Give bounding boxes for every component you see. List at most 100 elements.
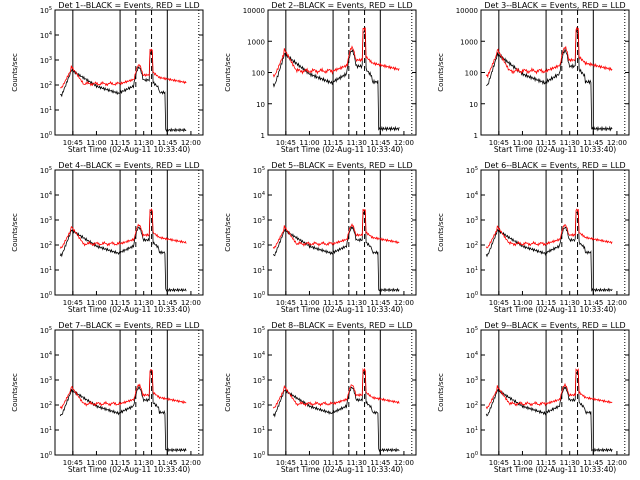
y-tick-label: 101 [40,266,52,275]
x-axis-label: Start Time (02-Aug-11 10:33:40) [494,465,616,474]
lld-series-line [60,48,187,89]
y-tick-label: 102 [40,241,52,250]
y-tick-label: 101 [466,426,478,435]
y-tick-label: 104 [466,191,478,200]
x-tick-label: 11:00 [86,299,106,307]
y-tick-label: 100 [40,451,52,460]
x-tick-label: 11:30 [134,459,154,467]
y-tick-label: 101 [40,106,52,115]
plot-frame [54,169,204,296]
y-tick-label: 104 [40,351,52,360]
y-axis-label: Counts/sec [224,373,232,412]
x-tick-label: 11:45 [157,139,177,147]
y-tick-label: 103 [40,216,52,225]
y-tick-label: 1000 [460,38,478,46]
y-axis-label: Counts/sec [437,213,445,252]
events-series-line [60,50,187,133]
y-tick-label: 102 [253,241,265,250]
x-tick-label: 11:45 [370,459,390,467]
y-tick-label: 105 [40,166,52,175]
events-series-line [272,210,400,293]
x-tick-label: 11:45 [157,459,177,467]
detector-panel-9: Det 9--BLACK = Events, RED = LLD Counts/s… [437,321,630,474]
lld-series-line [485,208,613,249]
x-tick-label: 11:45 [583,299,603,307]
x-tick-label: 11:45 [370,299,390,307]
lld-series-line [272,208,400,250]
events-series-line [59,370,187,453]
y-tick-label: 10000 [243,7,265,15]
y-tick-label: 103 [253,216,265,225]
events-series-line [485,28,613,132]
y-tick-label: 100 [252,70,265,78]
x-tick-label: 11:15 [536,299,556,307]
y-tick-label: 103 [466,216,478,225]
panel-title: Det 6--BLACK = Events, RED = LLD [484,161,625,170]
x-axis-label: Start Time (02-Aug-11 10:33:40) [281,465,403,474]
y-axis-label: Counts/sec [11,373,19,412]
x-tick-label: 10:45 [276,459,296,467]
plot-frame [54,9,204,136]
x-tick-label: 11:00 [512,299,532,307]
detector-panel-5: Det 5--BLACK = Events, RED = LLD Counts/s… [224,161,417,314]
x-tick-label: 11:30 [560,459,580,467]
y-axis-label: Counts/sec [11,213,19,252]
x-tick-label: 12:00 [181,459,201,467]
y-axis-label: Counts/sec [437,373,445,412]
y-tick-label: 101 [466,266,478,275]
x-tick-label: 10:45 [63,299,83,307]
x-axis-label: Start Time (02-Aug-11 10:33:40) [494,305,616,314]
x-tick-label: 11:15 [323,299,343,307]
x-tick-label: 12:00 [607,139,627,147]
y-tick-label: 104 [466,351,478,360]
x-tick-label: 11:30 [134,299,154,307]
x-tick-label: 12:00 [394,459,414,467]
x-tick-label: 11:15 [536,139,556,147]
x-tick-label: 11:15 [536,459,556,467]
x-tick-label: 11:00 [299,139,319,147]
y-tick-label: 105 [253,166,265,175]
plot-frame [480,9,630,136]
y-axis-label: Counts/sec [437,53,445,92]
x-tick-label: 11:30 [134,139,154,147]
y-tick-label: 10 [256,101,265,109]
y-tick-label: 103 [40,376,52,385]
y-tick-label: 103 [40,56,52,65]
x-tick-label: 10:45 [63,139,83,147]
x-tick-label: 11:30 [347,459,367,467]
x-tick-label: 12:00 [181,139,201,147]
plot-frame [480,329,630,456]
y-tick-label: 103 [253,376,265,385]
plot-frame [267,169,417,296]
y-axis-label: Counts/sec [224,53,232,92]
detector-panel-1: Det 1--BLACK = Events, RED = LLD Counts/s… [11,1,204,154]
y-tick-label: 1 [474,132,478,140]
x-axis-label: Start Time (02-Aug-11 10:33:40) [68,145,190,154]
detector-panel-2: Det 2--BLACK = Events, RED = LLD Counts/s… [224,1,417,154]
x-tick-label: 11:00 [86,139,106,147]
y-tick-label: 102 [40,401,52,410]
x-tick-label: 11:30 [347,139,367,147]
y-tick-label: 100 [253,291,265,300]
panel-title: Det 3--BLACK = Events, RED = LLD [484,1,625,10]
y-tick-label: 105 [253,326,265,335]
events-series-line [485,211,613,293]
x-tick-label: 12:00 [181,299,201,307]
x-tick-label: 11:45 [583,139,603,147]
y-tick-label: 100 [253,451,265,460]
x-tick-label: 11:45 [370,139,390,147]
y-tick-label: 100 [466,451,478,460]
x-tick-label: 10:45 [63,459,83,467]
lld-series-line [59,368,187,410]
x-tick-label: 11:15 [110,139,130,147]
y-tick-label: 100 [466,291,478,300]
events-series-line [272,29,400,132]
y-tick-label: 10000 [456,7,478,15]
panel-title: Det 5--BLACK = Events, RED = LLD [271,161,412,170]
y-tick-label: 101 [40,426,52,435]
y-tick-label: 100 [465,70,478,78]
y-tick-label: 104 [253,351,265,360]
x-tick-label: 10:45 [276,299,296,307]
x-axis-label: Start Time (02-Aug-11 10:33:40) [68,465,190,474]
